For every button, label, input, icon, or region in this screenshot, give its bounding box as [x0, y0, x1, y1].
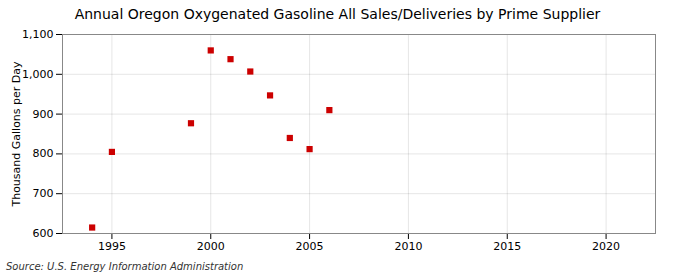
svg-text:900: 900 [33, 108, 54, 121]
html-text:Annual Oregon Oxygenated Gasol: Annual Oregon Oxygenated Gasoline All Sa… [74, 6, 601, 22]
svg-text:2015: 2015 [493, 240, 521, 253]
svg-text:800: 800 [33, 147, 54, 160]
html-text:Source: U.S. Energy Informatio: Source: U.S. Energy Information Administ… [6, 261, 244, 272]
svg-text:600: 600 [33, 227, 54, 240]
svg-text:2020: 2020 [592, 240, 620, 253]
svg-text:Thousand Gallons per Day: Thousand Gallons per Day [10, 61, 23, 208]
svg-text:700: 700 [33, 187, 54, 200]
svg-text:1995: 1995 [98, 240, 126, 253]
svg-text:2010: 2010 [394, 240, 422, 253]
svg-text:2005: 2005 [296, 240, 324, 253]
svg-text:1,100: 1,100 [22, 28, 54, 41]
svg-text:1,000: 1,000 [22, 68, 54, 81]
svg-text:2000: 2000 [197, 240, 225, 253]
